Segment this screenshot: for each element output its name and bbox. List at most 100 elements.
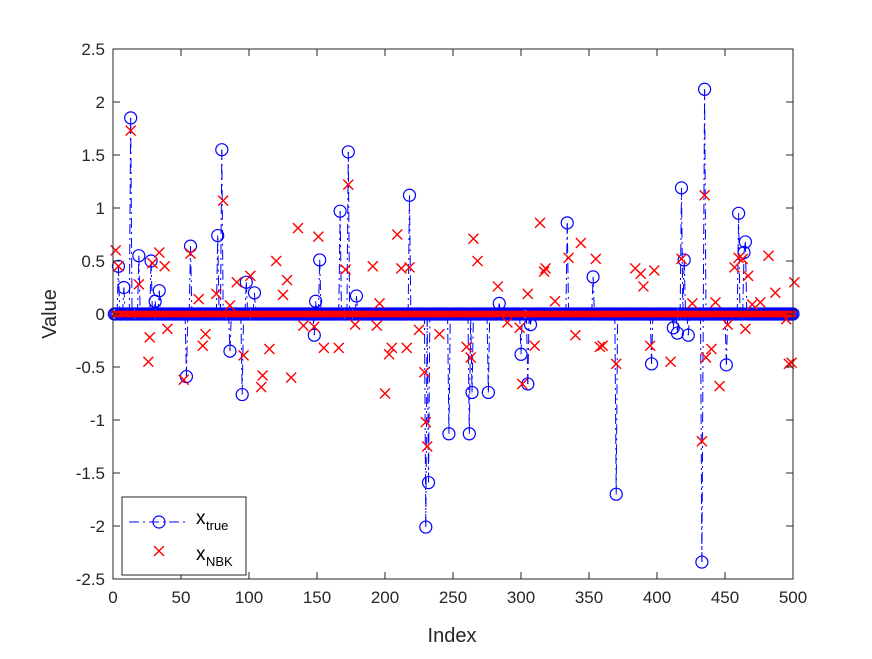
x-nbk-point-stroke-b [538, 266, 550, 278]
x-nbk-point-stroke-b [539, 262, 551, 274]
x-nbk-point-stroke-b [146, 257, 158, 269]
x-true-point [442, 427, 456, 441]
x-true-point [247, 286, 262, 300]
x-true-segment [150, 260, 153, 315]
x-nbk-point [769, 287, 781, 299]
x-true-point [402, 188, 417, 202]
x-nbk-point-stroke-b [224, 300, 236, 312]
x-tick-label: 150 [303, 588, 331, 607]
y-tick-label: 0 [96, 305, 105, 324]
x-nbk-point-stroke-b [629, 262, 641, 274]
x-nbk-point [699, 189, 711, 201]
tick-label-layer: 0 50 100 150 200 250 300 350 400 450 500 -2.5 -2 -1.5… [76, 40, 807, 607]
x-nbk-point-stroke-b [722, 319, 734, 331]
x-nbk-point-stroke-b [467, 233, 479, 245]
y-tick-label: 2.5 [81, 40, 105, 59]
x-nbk-point [516, 378, 528, 390]
x-nbk-point-stroke-b [644, 340, 656, 352]
x-true-segment [228, 313, 231, 352]
x-nbk-point [733, 252, 745, 264]
x-true-segment [736, 213, 740, 315]
x-nbk-point [644, 340, 656, 352]
x-nbk-point [763, 250, 775, 262]
x-nbk-point [367, 260, 379, 272]
x-nbk-point-stroke-b [112, 260, 124, 272]
x-nbk-point-stroke-b [386, 342, 398, 354]
x-true-point [609, 487, 623, 501]
x-nbk-point [231, 276, 243, 288]
x-nbk-point-stroke-b [648, 265, 660, 277]
x-nbk-point-stroke-b [529, 340, 541, 352]
x-true-point [419, 520, 433, 534]
x-true-point [677, 253, 691, 267]
x-nbk-point-stroke-b [465, 351, 477, 363]
x-tick-label: 350 [575, 588, 603, 607]
x-nbk-point-stroke-b [367, 260, 379, 272]
x-true-point [132, 249, 146, 263]
y-tick-label: -2.5 [76, 570, 105, 589]
x-nbk-point-stroke-b [193, 293, 205, 305]
x-nbk-point-stroke-b [514, 322, 526, 334]
x-nbk-point [270, 255, 282, 267]
x-true-point [731, 206, 746, 220]
x-nbk-point [153, 247, 165, 259]
x-true-segment [525, 313, 529, 384]
legend-x-true-label: x [196, 508, 206, 529]
x-nbk-point [590, 253, 602, 265]
x-nbk-point [471, 255, 483, 267]
x-true-segment [687, 313, 691, 336]
x-nbk-point-stroke-b [686, 297, 698, 309]
x-nbk-point [610, 358, 622, 370]
x-nbk-point [569, 329, 581, 341]
x-nbk-point [492, 280, 504, 292]
x-true-segment [672, 313, 676, 328]
x-nbk-point [467, 233, 479, 245]
x-nbk-point [133, 278, 145, 290]
x-nbk-point [308, 321, 320, 333]
x-nbk-point [675, 253, 687, 265]
x-nbk-point [421, 441, 433, 452]
x-nbk-point [696, 435, 708, 447]
x-nbk-point [686, 297, 698, 309]
x-nbk-point-stroke-b [418, 366, 430, 378]
x-nbk-point-stroke-b [516, 378, 528, 390]
x-nbk-point-stroke-b [769, 287, 781, 299]
x-nbk-point [386, 342, 398, 354]
x-nbk-point-stroke-b [471, 255, 483, 267]
x-nbk-point [420, 416, 432, 428]
x-nbk-point [263, 343, 275, 355]
x-true-point [183, 239, 198, 253]
x-true-point [481, 385, 495, 400]
x-nbk-point-stroke-b [461, 341, 473, 353]
x-nbk-point-stroke-b [159, 260, 171, 272]
x-nbk-point [665, 356, 677, 368]
y-tick-label: -0.5 [76, 358, 105, 377]
x-nbk-point-stroke-b [297, 320, 309, 332]
x-nbk-point [197, 340, 209, 352]
x-true-point [523, 318, 538, 332]
x-nbk-point-stroke-b [637, 280, 649, 292]
x-nbk-point [285, 372, 297, 384]
x-nbk-point-stroke-b [746, 298, 758, 310]
x-true-point [215, 143, 229, 157]
x-nbk-point [549, 295, 561, 307]
x-nbk-point-stroke-b [610, 358, 622, 370]
x-nbk-point [277, 289, 289, 301]
x-nbk-point [161, 323, 173, 335]
x-nbk-point [465, 351, 477, 363]
x-true-segment [704, 89, 707, 315]
cross-layer [110, 125, 800, 452]
x-tick-label: 450 [711, 588, 739, 607]
x-nbk-point [413, 324, 425, 336]
x-true-point [309, 294, 323, 308]
x-nbk-point [705, 343, 717, 355]
x-nbk-point-stroke-b [401, 342, 413, 354]
x-nbk-point [563, 252, 575, 264]
x-nbk-point-stroke-b [281, 274, 293, 286]
x-nbk-point-stroke-b [700, 351, 712, 363]
x-nbk-point-stroke-b [575, 237, 587, 249]
x-nbk-point [342, 179, 354, 191]
x-nbk-point-stroke-b [594, 341, 606, 353]
x-true-point [307, 328, 321, 342]
